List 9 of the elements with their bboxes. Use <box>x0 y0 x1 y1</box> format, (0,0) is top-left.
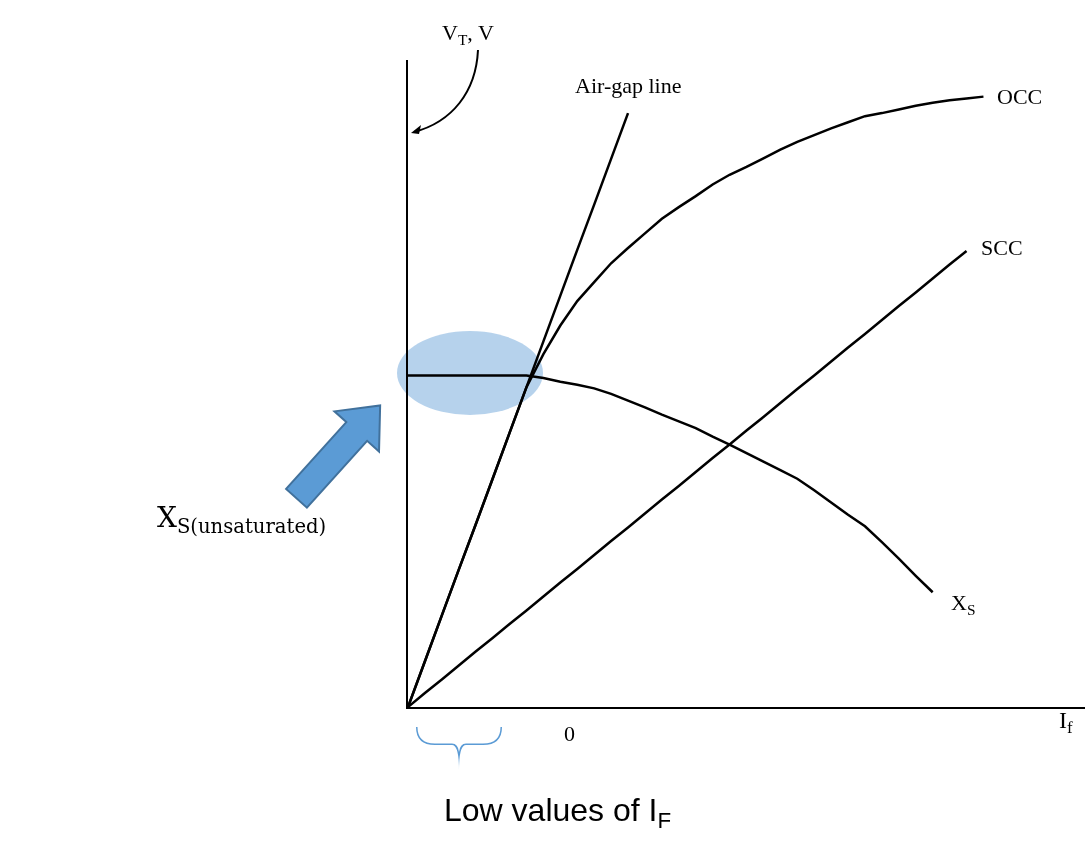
text: 0 <box>564 721 575 746</box>
series-label: Air-gap line <box>575 73 682 98</box>
series-label: OCC <box>997 84 1043 109</box>
text: Low values of I$_{F}$ <box>444 792 672 833</box>
x-axis-title: I$_{f}$ <box>1059 707 1073 738</box>
text: X$_{S(unsaturated)}$ <box>157 501 327 538</box>
series-label: SCC <box>981 235 1023 260</box>
series-label: X$_{S}$ <box>951 590 976 618</box>
y-axis-title: V$_{T}$, V <box>442 20 494 48</box>
